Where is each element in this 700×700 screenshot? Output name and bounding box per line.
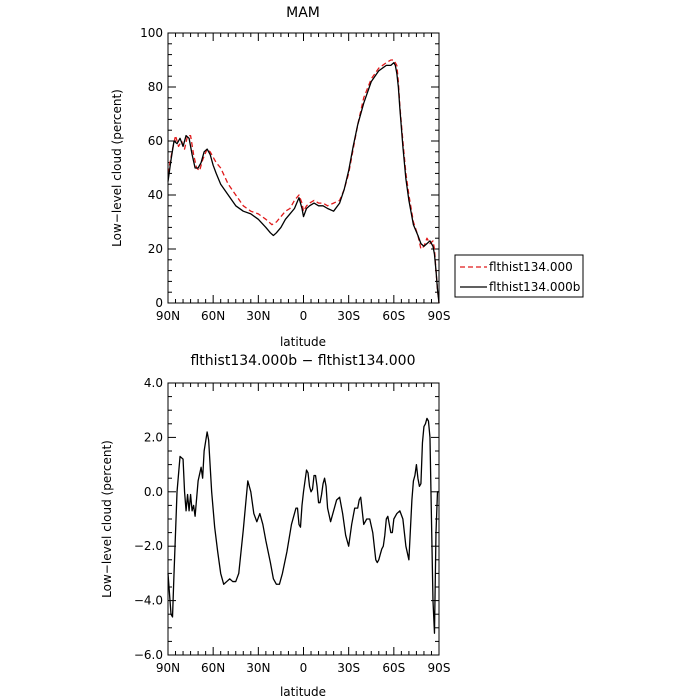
series-line-flthist134-000b	[167, 62, 440, 304]
legend-label-flthist134-000b: flthist134.000b	[489, 280, 580, 294]
x-tick-label: 60N	[201, 309, 225, 323]
top-tick-marks	[167, 32, 440, 304]
top-chart: MAM 0 20 40 60 80 100 90N 60N 30N 0 30S 60S 90S lat…	[110, 5, 584, 349]
legend-frame	[454, 254, 584, 298]
bottom-x-tick-labels: 90N 60N 30N 0 30S 60S 90S	[156, 661, 451, 675]
x-tick-label: 90S	[428, 661, 451, 675]
y-tick-label: 20	[148, 242, 163, 256]
x-tick-label: 90N	[156, 661, 180, 675]
top-y-axis-label: Low−level cloud (percent)	[110, 89, 124, 247]
x-tick-label: 0	[300, 661, 308, 675]
bot-difference-line	[167, 417, 439, 634]
bottom-series-group	[167, 417, 439, 634]
y-tick-label: −6.0	[134, 648, 163, 662]
y-tick-label: 40	[148, 188, 163, 202]
y-tick-label: 100	[140, 26, 163, 40]
bottom-y-tick-labels: −6.0 −4.0 −2.0 0.0 2.0 4.0	[134, 376, 163, 662]
x-tick-label: 90S	[428, 309, 451, 323]
y-tick-label: 2.0	[144, 430, 163, 444]
top-x-axis-label: latitude	[280, 335, 326, 349]
y-tick-label: −2.0	[134, 539, 163, 553]
x-tick-label: 90N	[156, 309, 180, 323]
bottom-chart-title: flthist134.000b − flthist134.000	[190, 353, 415, 369]
x-tick-label: 60N	[201, 661, 225, 675]
top-plot-frame	[167, 32, 440, 304]
y-tick-label: −4.0	[134, 594, 163, 608]
top-legend: flthist134.000 flthist134.000b	[454, 254, 584, 298]
bottom-y-axis-label: Low−level cloud (percent)	[100, 440, 114, 598]
top-y-tick-labels: 0 20 40 60 80 100	[140, 26, 163, 310]
x-tick-label: 60S	[382, 309, 405, 323]
x-tick-label: 30N	[246, 661, 270, 675]
x-tick-label: 30S	[337, 661, 360, 675]
y-tick-label: 80	[148, 80, 163, 94]
legend-label-flthist134-000: flthist134.000	[489, 260, 573, 274]
bottom-plot-frame	[167, 382, 440, 656]
y-tick-label: 4.0	[144, 376, 163, 390]
bottom-chart: flthist134.000b − flthist134.000 −6.0 −4.…	[100, 353, 450, 699]
top-chart-title: MAM	[286, 5, 320, 21]
bottom-x-axis-label: latitude	[280, 685, 326, 699]
bottom-tick-marks	[167, 382, 440, 656]
series-line-flthist134-000	[167, 59, 440, 304]
x-tick-label: 60S	[382, 661, 405, 675]
x-tick-label: 30S	[337, 309, 360, 323]
x-tick-label: 30N	[246, 309, 270, 323]
x-tick-label: 0	[300, 309, 308, 323]
top-x-tick-labels: 90N 60N 30N 0 30S 60S 90S	[156, 309, 451, 323]
y-tick-label: 0.0	[144, 485, 163, 499]
y-tick-label: 0	[155, 296, 163, 310]
top-series-group	[167, 59, 440, 304]
y-tick-label: 60	[148, 134, 163, 148]
